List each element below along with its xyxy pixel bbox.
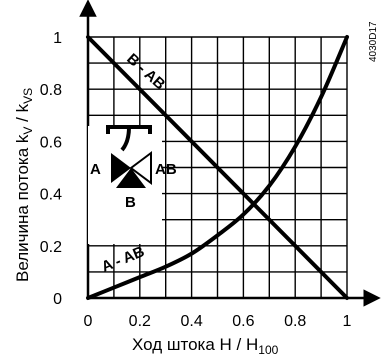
y-tick-label: 0.2 bbox=[40, 239, 62, 256]
three-way-valve-icon: A AB B bbox=[88, 125, 177, 244]
y-axis-title-mid: / k bbox=[13, 103, 32, 126]
y-tick-label: 0 bbox=[53, 291, 62, 308]
series-lines bbox=[86, 35, 349, 300]
valve-port-b: B bbox=[125, 194, 136, 211]
series-line-0 bbox=[86, 35, 349, 300]
x-tick-label: 0.6 bbox=[232, 313, 254, 330]
series-line-1 bbox=[86, 35, 349, 300]
y-tick-label: 0.6 bbox=[40, 134, 62, 151]
y-axis-title-sub2: VS bbox=[21, 88, 35, 104]
y-axis-title: Величина потока kV / kVS bbox=[13, 88, 35, 282]
x-tick-labels: 0 0.2 0.4 0.6 0.8 1 bbox=[84, 313, 352, 330]
y-tick-label: 1 bbox=[53, 30, 62, 47]
x-axis-title-sub: 100 bbox=[258, 343, 278, 357]
valve-port-ab: AB bbox=[155, 161, 177, 178]
series-label-b-ab: B - AB bbox=[123, 50, 168, 93]
x-tick-label: 0.2 bbox=[129, 313, 151, 330]
x-axis-title: Ход штока H / H100 bbox=[132, 335, 279, 357]
y-tick-label: 0.8 bbox=[40, 82, 62, 99]
figure-code: 4030D17 bbox=[368, 21, 379, 62]
x-tick-label: 0.4 bbox=[180, 313, 202, 330]
x-tick-label: 1 bbox=[343, 313, 352, 330]
valve-port-a: A bbox=[90, 161, 101, 178]
y-tick-labels: 0 0.2 0.4 0.6 0.8 1 bbox=[40, 30, 62, 308]
x-tick-label: 0.8 bbox=[284, 313, 306, 330]
x-tick-label: 0 bbox=[84, 313, 93, 330]
y-axis-title-sub1: V bbox=[21, 127, 35, 135]
y-axis-title-main: Величина потока k bbox=[13, 134, 32, 282]
y-tick-label: 0.4 bbox=[40, 187, 62, 204]
x-axis-title-main: Ход штока H / H bbox=[132, 335, 258, 354]
